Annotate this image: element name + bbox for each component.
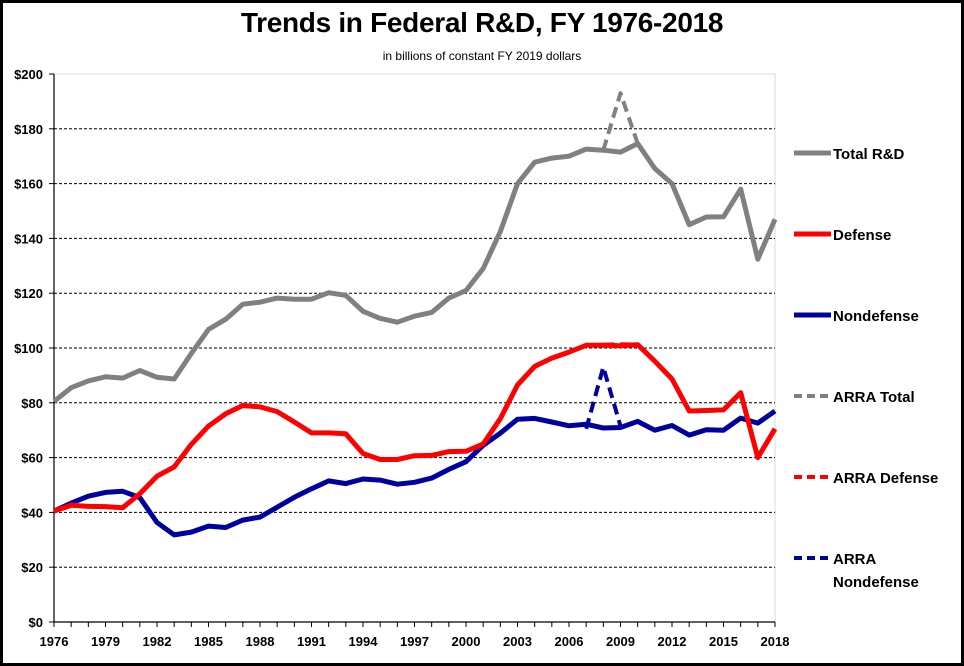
x-tick-label: 1982 <box>143 634 172 649</box>
x-tick-label: 1979 <box>91 634 120 649</box>
x-tick-label: 1991 <box>297 634 326 649</box>
series-line-arra-total <box>601 91 640 151</box>
x-tick-label: 1985 <box>194 634 223 649</box>
legend-label: Nondefense <box>833 574 919 591</box>
x-tick-label: 2000 <box>452 634 481 649</box>
y-tick-label: $120 <box>14 286 43 301</box>
y-tick-label: $100 <box>14 341 43 356</box>
legend-item: Defense <box>794 227 891 244</box>
y-tick-label: $160 <box>14 177 43 192</box>
y-tick-label: $140 <box>14 231 43 246</box>
x-tick-label: 1988 <box>246 634 275 649</box>
gridlines <box>54 73 776 622</box>
x-tick-label: 1976 <box>40 634 69 649</box>
y-tick-label: $200 <box>14 67 43 82</box>
x-tick-label: 1997 <box>400 634 429 649</box>
legend-label: Total R&D <box>833 146 905 163</box>
series-line-total-r-d <box>52 141 778 404</box>
legend-label: ARRA Total <box>833 389 915 406</box>
chart-title: Trends in Federal R&D, FY 1976-2018 <box>240 7 724 38</box>
x-tick-label: 2003 <box>503 634 532 649</box>
series-line-arra-nondefense <box>584 365 623 430</box>
series-line-defense <box>53 342 778 514</box>
x-tick-label: 1994 <box>349 634 379 649</box>
legend-label: ARRA Defense <box>833 470 938 487</box>
x-tick-label: 2012 <box>658 634 687 649</box>
series-line-nondefense <box>52 408 777 538</box>
legend-item: ARRA Total <box>794 389 915 406</box>
legend: Total R&D Defense Nondefense ARRA Total ARRA… <box>794 146 938 591</box>
legend-item: ARRA Defense <box>794 470 938 487</box>
legend-item: Nondefense <box>794 308 919 325</box>
chart-canvas: $0 $20 $40 $60 $80 $100 $120 $140 $160 $180 $200 19… <box>14 67 938 649</box>
chart-subtitle: in billions of constant FY 2019 dollars <box>382 49 582 63</box>
legend-label: Defense <box>833 227 891 244</box>
y-tick-label: $60 <box>21 451 43 466</box>
x-tick-label: 2018 <box>761 634 790 649</box>
legend-label: ARRA <box>833 551 876 568</box>
series-lines <box>52 91 778 538</box>
y-tick-label: $40 <box>21 505 43 520</box>
x-tick-label: 2006 <box>555 634 584 649</box>
legend-item: Total R&D <box>794 146 905 163</box>
y-tick-label: $180 <box>14 122 43 137</box>
x-tick-label: 2009 <box>606 634 635 649</box>
y-tick-label: $20 <box>21 560 43 575</box>
legend-label: Nondefense <box>833 308 919 325</box>
axes: $0 $20 $40 $60 $80 $100 $120 $140 $160 $180 $200 19… <box>14 67 789 649</box>
y-tick-label: $0 <box>29 615 43 630</box>
legend-item: ARRA Nondefense <box>794 551 919 591</box>
y-tick-label: $80 <box>21 396 43 411</box>
x-tick-label: 2015 <box>709 634 738 649</box>
